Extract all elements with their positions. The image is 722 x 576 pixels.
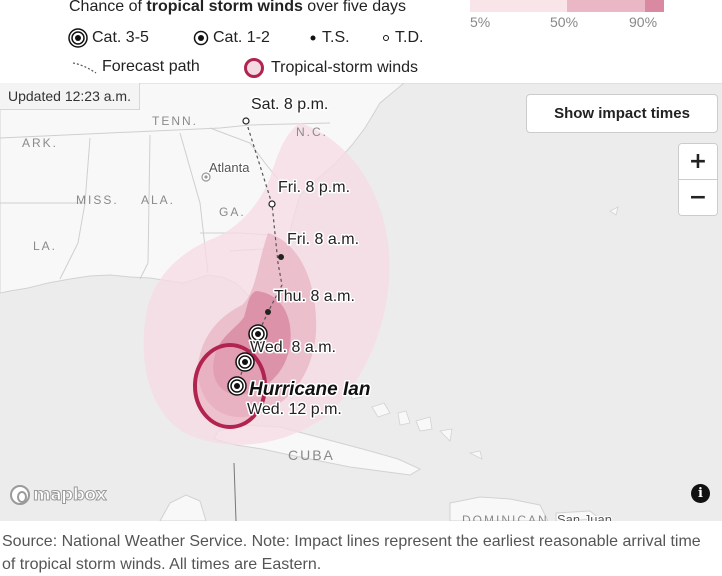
city-label-atlanta: Atlanta: [209, 160, 250, 175]
scale-label-50: 50%: [550, 14, 579, 30]
map-canvas[interactable]: Atlanta TENN. N.C. ARK. MISS. ALA. GA. L…: [0, 83, 722, 521]
country-label-cuba: CUBA: [288, 447, 335, 463]
country-label-dominican: DOMINICAN: [462, 513, 549, 521]
forecast-path-icon: [72, 62, 97, 74]
tropical-storm-icon: [310, 35, 316, 41]
forecast-label-thu-8am: Thu. 8 a.m.: [274, 288, 355, 305]
legend-cat-3-5: Cat. 3-5: [68, 28, 149, 48]
forecast-label-sat-8pm: Sat. 8 p.m.: [251, 96, 328, 113]
hurricane-map[interactable]: Atlanta TENN. N.C. ARK. MISS. ALA. GA. L…: [0, 83, 722, 521]
zoom-controls: + −: [678, 143, 718, 216]
show-impact-times-button[interactable]: Show impact times: [526, 94, 718, 133]
forecast-label-fri-8pm: Fri. 8 p.m.: [278, 179, 350, 196]
atlanta-marker: [201, 172, 211, 182]
legend-title: Chance of tropical storm winds over five…: [69, 0, 407, 15]
scale-label-90: 90%: [629, 14, 658, 30]
state-label-ark: ARK.: [22, 136, 58, 150]
scale-segment-low: [470, 0, 567, 12]
cat-1-2-icon: [193, 30, 209, 46]
updated-timestamp: Updated 12:23 a.m.: [0, 83, 140, 110]
marker-wed-mid: [235, 352, 255, 372]
info-icon[interactable]: i: [691, 484, 710, 503]
city-label-san-juan: San Juan: [557, 512, 612, 521]
tropical-storm-winds-icon: [244, 58, 264, 78]
marker-sat-8pm: [242, 117, 250, 125]
legend-cat-1-2: Cat. 1-2: [193, 28, 270, 48]
scale-segment-mid: [567, 0, 645, 12]
scale-label-5: 5%: [470, 14, 491, 30]
mapbox-logo[interactable]: mapbox: [10, 485, 107, 506]
legend-tropical-storm-winds: Tropical-storm winds: [243, 57, 418, 79]
legend-title-bold: tropical storm winds: [146, 0, 303, 15]
zoom-out-button[interactable]: −: [679, 180, 717, 215]
legend-tropical-storm: T.S.: [310, 28, 350, 48]
forecast-path: [236, 120, 283, 387]
state-label-ala: ALA.: [141, 193, 175, 207]
scale-segment-high: [645, 0, 664, 12]
zoom-divider: [679, 179, 717, 180]
marker-fri-8pm: [268, 200, 276, 208]
legend-forecast-path: Forecast path: [72, 57, 200, 77]
puerto-rico: [555, 510, 602, 521]
state-label-tenn: TENN.: [152, 114, 198, 128]
marker-wed-12pm: [227, 376, 247, 396]
forecast-label-fri-8am: Fri. 8 a.m.: [287, 231, 359, 248]
state-label-la: LA.: [33, 239, 57, 253]
cat-3-5-icon: [68, 28, 88, 48]
state-label-miss: MISS.: [76, 193, 119, 207]
storm-name-label: Hurricane Ian: [249, 379, 370, 400]
forecast-label-wed-8am: Wed. 8 a.m.: [250, 339, 336, 356]
yucatan: [159, 494, 207, 521]
state-label-nc: N.C.: [296, 125, 328, 139]
marker-fri-8am: [278, 254, 284, 260]
probability-scale: 5% 50% 90%: [470, 0, 664, 30]
marker-wed-8am: [248, 324, 268, 344]
bahamas: [349, 206, 619, 460]
tropical-depression-icon: [383, 35, 389, 41]
source-note: Source: National Weather Service. Note: …: [2, 533, 701, 573]
marker-thu-8am: [265, 309, 271, 315]
hispaniola: [449, 496, 549, 521]
legend-tropical-depression: T.D.: [383, 28, 423, 48]
zoom-in-button[interactable]: +: [679, 144, 717, 179]
past-track: [233, 462, 237, 521]
forecast-label-wed-12pm: Wed. 12 p.m.: [247, 401, 342, 418]
state-label-ga: GA.: [219, 205, 246, 219]
mapbox-mark-icon: [10, 485, 30, 505]
